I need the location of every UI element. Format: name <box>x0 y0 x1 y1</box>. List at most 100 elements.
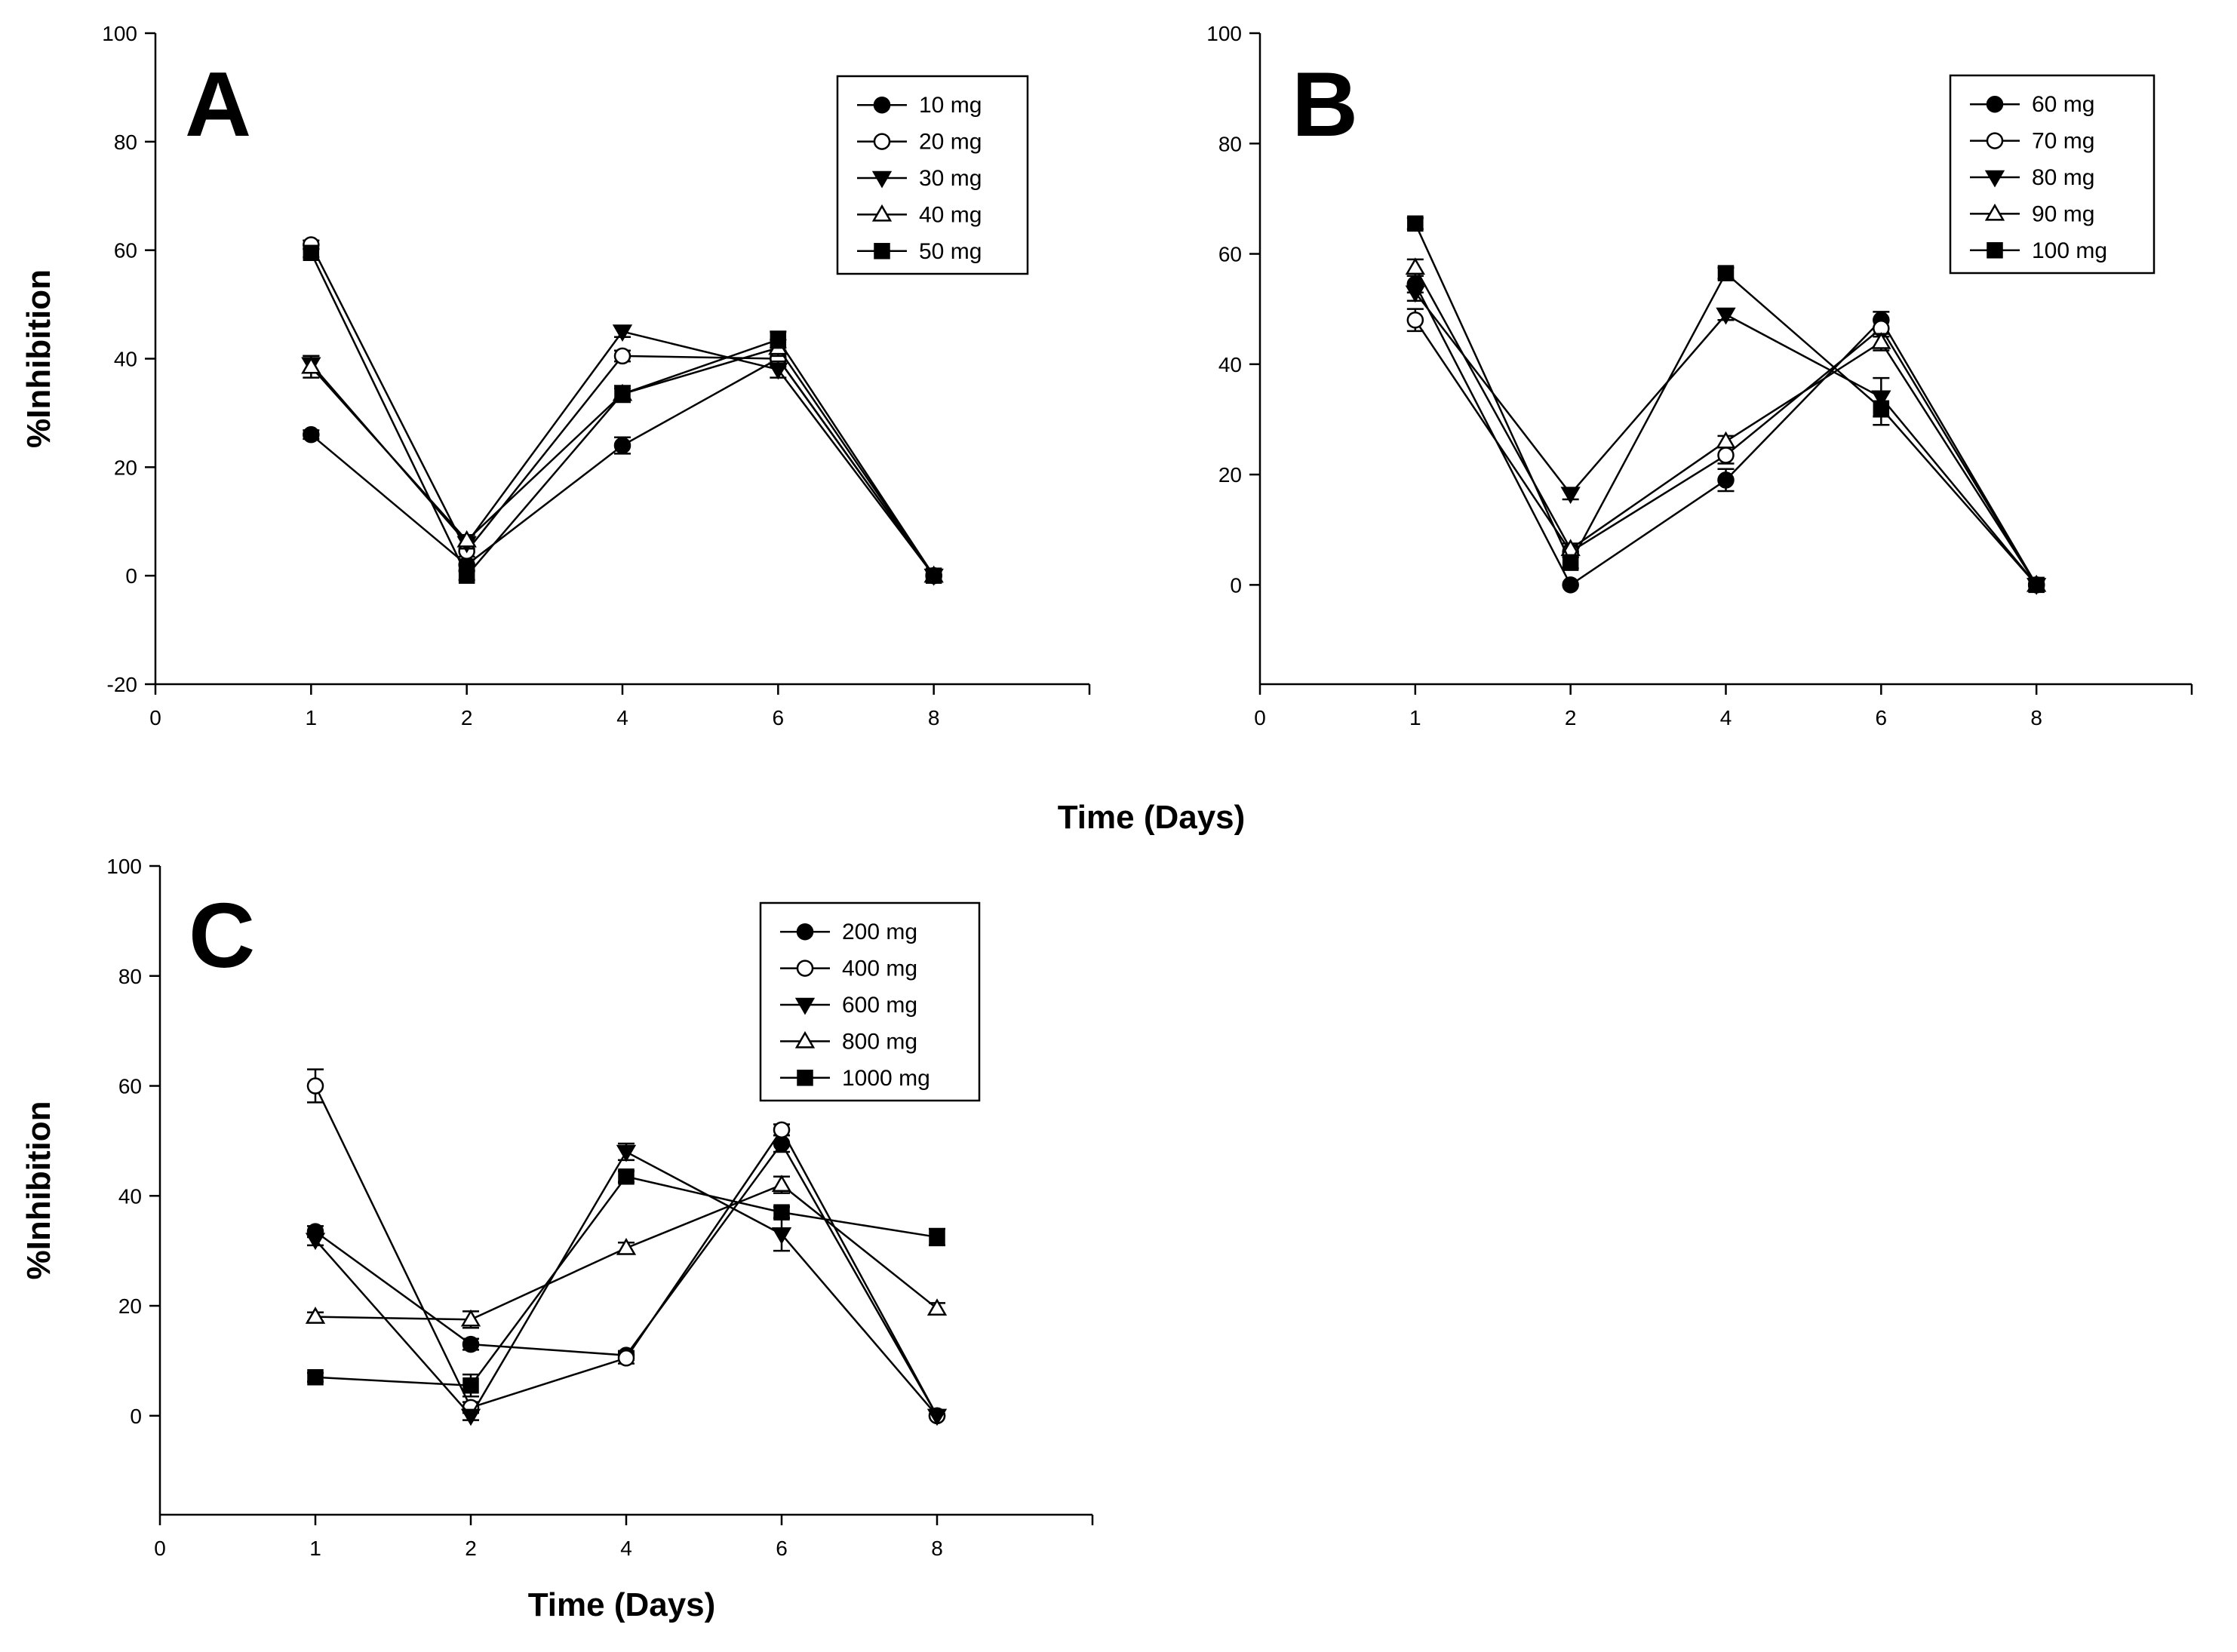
y-tick-label: 80 <box>114 131 137 154</box>
shared-x-axis-title: Time (Days) <box>1058 799 1246 836</box>
legend-label: 200 mg <box>842 920 917 944</box>
data-point <box>617 1350 635 1367</box>
data-point <box>460 1408 481 1426</box>
x-tick-label: 8 <box>928 706 940 729</box>
x-tick-label: 6 <box>773 706 785 729</box>
y-tick-label: 100 <box>1206 22 1242 45</box>
legend-marker <box>873 96 891 114</box>
data-point <box>925 567 942 584</box>
legend: 60 mg 70 mg 80 mg 90 mg 100 mg <box>1949 74 2156 275</box>
data-point <box>1405 285 1426 303</box>
data-point <box>305 1307 326 1324</box>
data-point <box>305 1233 326 1251</box>
legend-marker <box>873 133 891 150</box>
data-point <box>929 1229 945 1245</box>
x-tick-label: 2 <box>1565 706 1577 729</box>
data-point <box>926 1408 948 1426</box>
legend-marker <box>1984 170 2005 188</box>
x-tick-label: 1 <box>306 706 318 729</box>
x-tick-label: 1 <box>309 1537 321 1560</box>
legend-label: 60 mg <box>2032 92 2094 117</box>
x-tick-label: 4 <box>620 1537 632 1560</box>
legend-box <box>759 901 981 1102</box>
legend-marker <box>797 1070 813 1086</box>
data-point <box>1406 312 1424 329</box>
series-100-mg <box>1406 215 2045 594</box>
x-tick-label: 8 <box>2030 706 2042 729</box>
data-point <box>1716 431 1736 449</box>
data-point <box>1717 447 1735 464</box>
y-tick-label: 60 <box>1218 243 1242 266</box>
x-tick-label: 6 <box>776 1537 788 1560</box>
data-point <box>618 1168 635 1185</box>
x-tick-label: 1 <box>1409 706 1421 729</box>
y-tick-label: 40 <box>114 348 137 371</box>
data-point <box>1871 332 1891 349</box>
data-point <box>303 244 320 262</box>
data-point <box>301 356 321 374</box>
y-tick-label: 0 <box>130 1405 142 1428</box>
legend-marker <box>871 204 893 222</box>
x-axis-title: Time (Days) <box>528 1586 716 1623</box>
y-tick-label: 0 <box>125 564 137 588</box>
x-tick-label: 2 <box>461 706 473 729</box>
legend-label: 50 mg <box>919 239 982 264</box>
data-point <box>1717 265 1735 281</box>
y-tick-label: 40 <box>1218 353 1242 376</box>
y-tick-label: 20 <box>1218 463 1242 487</box>
data-point <box>307 1369 324 1386</box>
legend-box <box>836 75 1029 275</box>
x-tick-label: 8 <box>931 1537 943 1560</box>
legend-marker <box>874 243 890 259</box>
data-point <box>771 1227 792 1245</box>
legend-label: 30 mg <box>919 166 982 191</box>
data-point <box>770 331 787 349</box>
data-point <box>462 1377 479 1394</box>
data-point <box>926 1298 948 1316</box>
x-tick-label: 0 <box>1254 706 1266 729</box>
legend-label: 90 mg <box>2032 201 2094 226</box>
data-point <box>303 425 320 444</box>
legend-marker <box>1987 242 2003 259</box>
data-point <box>616 1238 637 1255</box>
data-point <box>1716 307 1736 325</box>
x-tick-label: 2 <box>465 1537 477 1560</box>
data-point <box>613 437 631 454</box>
data-point <box>1562 576 1579 594</box>
y-tick-label: 40 <box>118 1184 142 1208</box>
y-tick-label: 100 <box>106 855 142 878</box>
y-tick-label: 60 <box>114 239 137 263</box>
legend-box <box>1949 74 2156 275</box>
data-point <box>773 1204 790 1221</box>
legend-label: 800 mg <box>842 1029 917 1054</box>
legend-marker <box>1986 132 2004 149</box>
data-point <box>456 530 477 548</box>
series-50-mg <box>303 244 942 584</box>
panel-letter: C <box>189 884 255 987</box>
data-point <box>612 324 633 342</box>
x-tick-label: 6 <box>1876 706 1888 729</box>
legend-label: 1000 mg <box>842 1066 930 1091</box>
data-point <box>768 362 788 380</box>
data-point <box>1560 487 1581 505</box>
legend-marker <box>871 170 893 189</box>
data-point <box>614 385 631 402</box>
data-point <box>613 347 631 365</box>
data-point <box>1405 257 1426 275</box>
legend-label: 70 mg <box>2032 129 2094 154</box>
data-point <box>1407 215 1424 232</box>
data-point <box>2028 576 2045 594</box>
x-tick-label: 4 <box>1720 706 1732 729</box>
y-tick-label: 0 <box>1230 573 1242 597</box>
data-point <box>1717 471 1735 489</box>
data-point <box>1562 554 1579 571</box>
legend-label: 10 mg <box>919 93 982 118</box>
y-tick-label: 60 <box>118 1075 142 1098</box>
y-tick-label: 80 <box>1218 132 1242 155</box>
y-tick-label: 20 <box>118 1294 142 1318</box>
legend-marker <box>794 997 816 1015</box>
legend-label: 20 mg <box>919 130 982 155</box>
data-point <box>462 1335 480 1353</box>
